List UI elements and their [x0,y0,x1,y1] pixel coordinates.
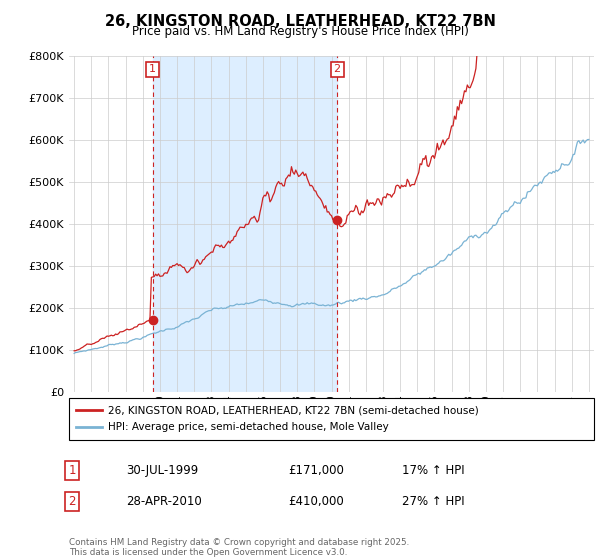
Text: 27% ↑ HPI: 27% ↑ HPI [402,494,464,508]
Text: 30-JUL-1999: 30-JUL-1999 [126,464,198,477]
Text: £171,000: £171,000 [288,464,344,477]
Text: 2: 2 [334,64,341,74]
Text: 28-APR-2010: 28-APR-2010 [126,494,202,508]
Text: 26, KINGSTON ROAD, LEATHERHEAD, KT22 7BN (semi-detached house): 26, KINGSTON ROAD, LEATHERHEAD, KT22 7BN… [108,405,479,415]
Text: 1: 1 [149,64,156,74]
Text: 17% ↑ HPI: 17% ↑ HPI [402,464,464,477]
Text: HPI: Average price, semi-detached house, Mole Valley: HPI: Average price, semi-detached house,… [108,422,389,432]
Text: 26, KINGSTON ROAD, LEATHERHEAD, KT22 7BN: 26, KINGSTON ROAD, LEATHERHEAD, KT22 7BN [104,14,496,29]
Text: Price paid vs. HM Land Registry's House Price Index (HPI): Price paid vs. HM Land Registry's House … [131,25,469,38]
Text: 1: 1 [68,464,76,477]
Text: 2: 2 [68,494,76,508]
Bar [153,56,337,392]
Text: £410,000: £410,000 [288,494,344,508]
Text: Contains HM Land Registry data © Crown copyright and database right 2025.
This d: Contains HM Land Registry data © Crown c… [69,538,409,557]
